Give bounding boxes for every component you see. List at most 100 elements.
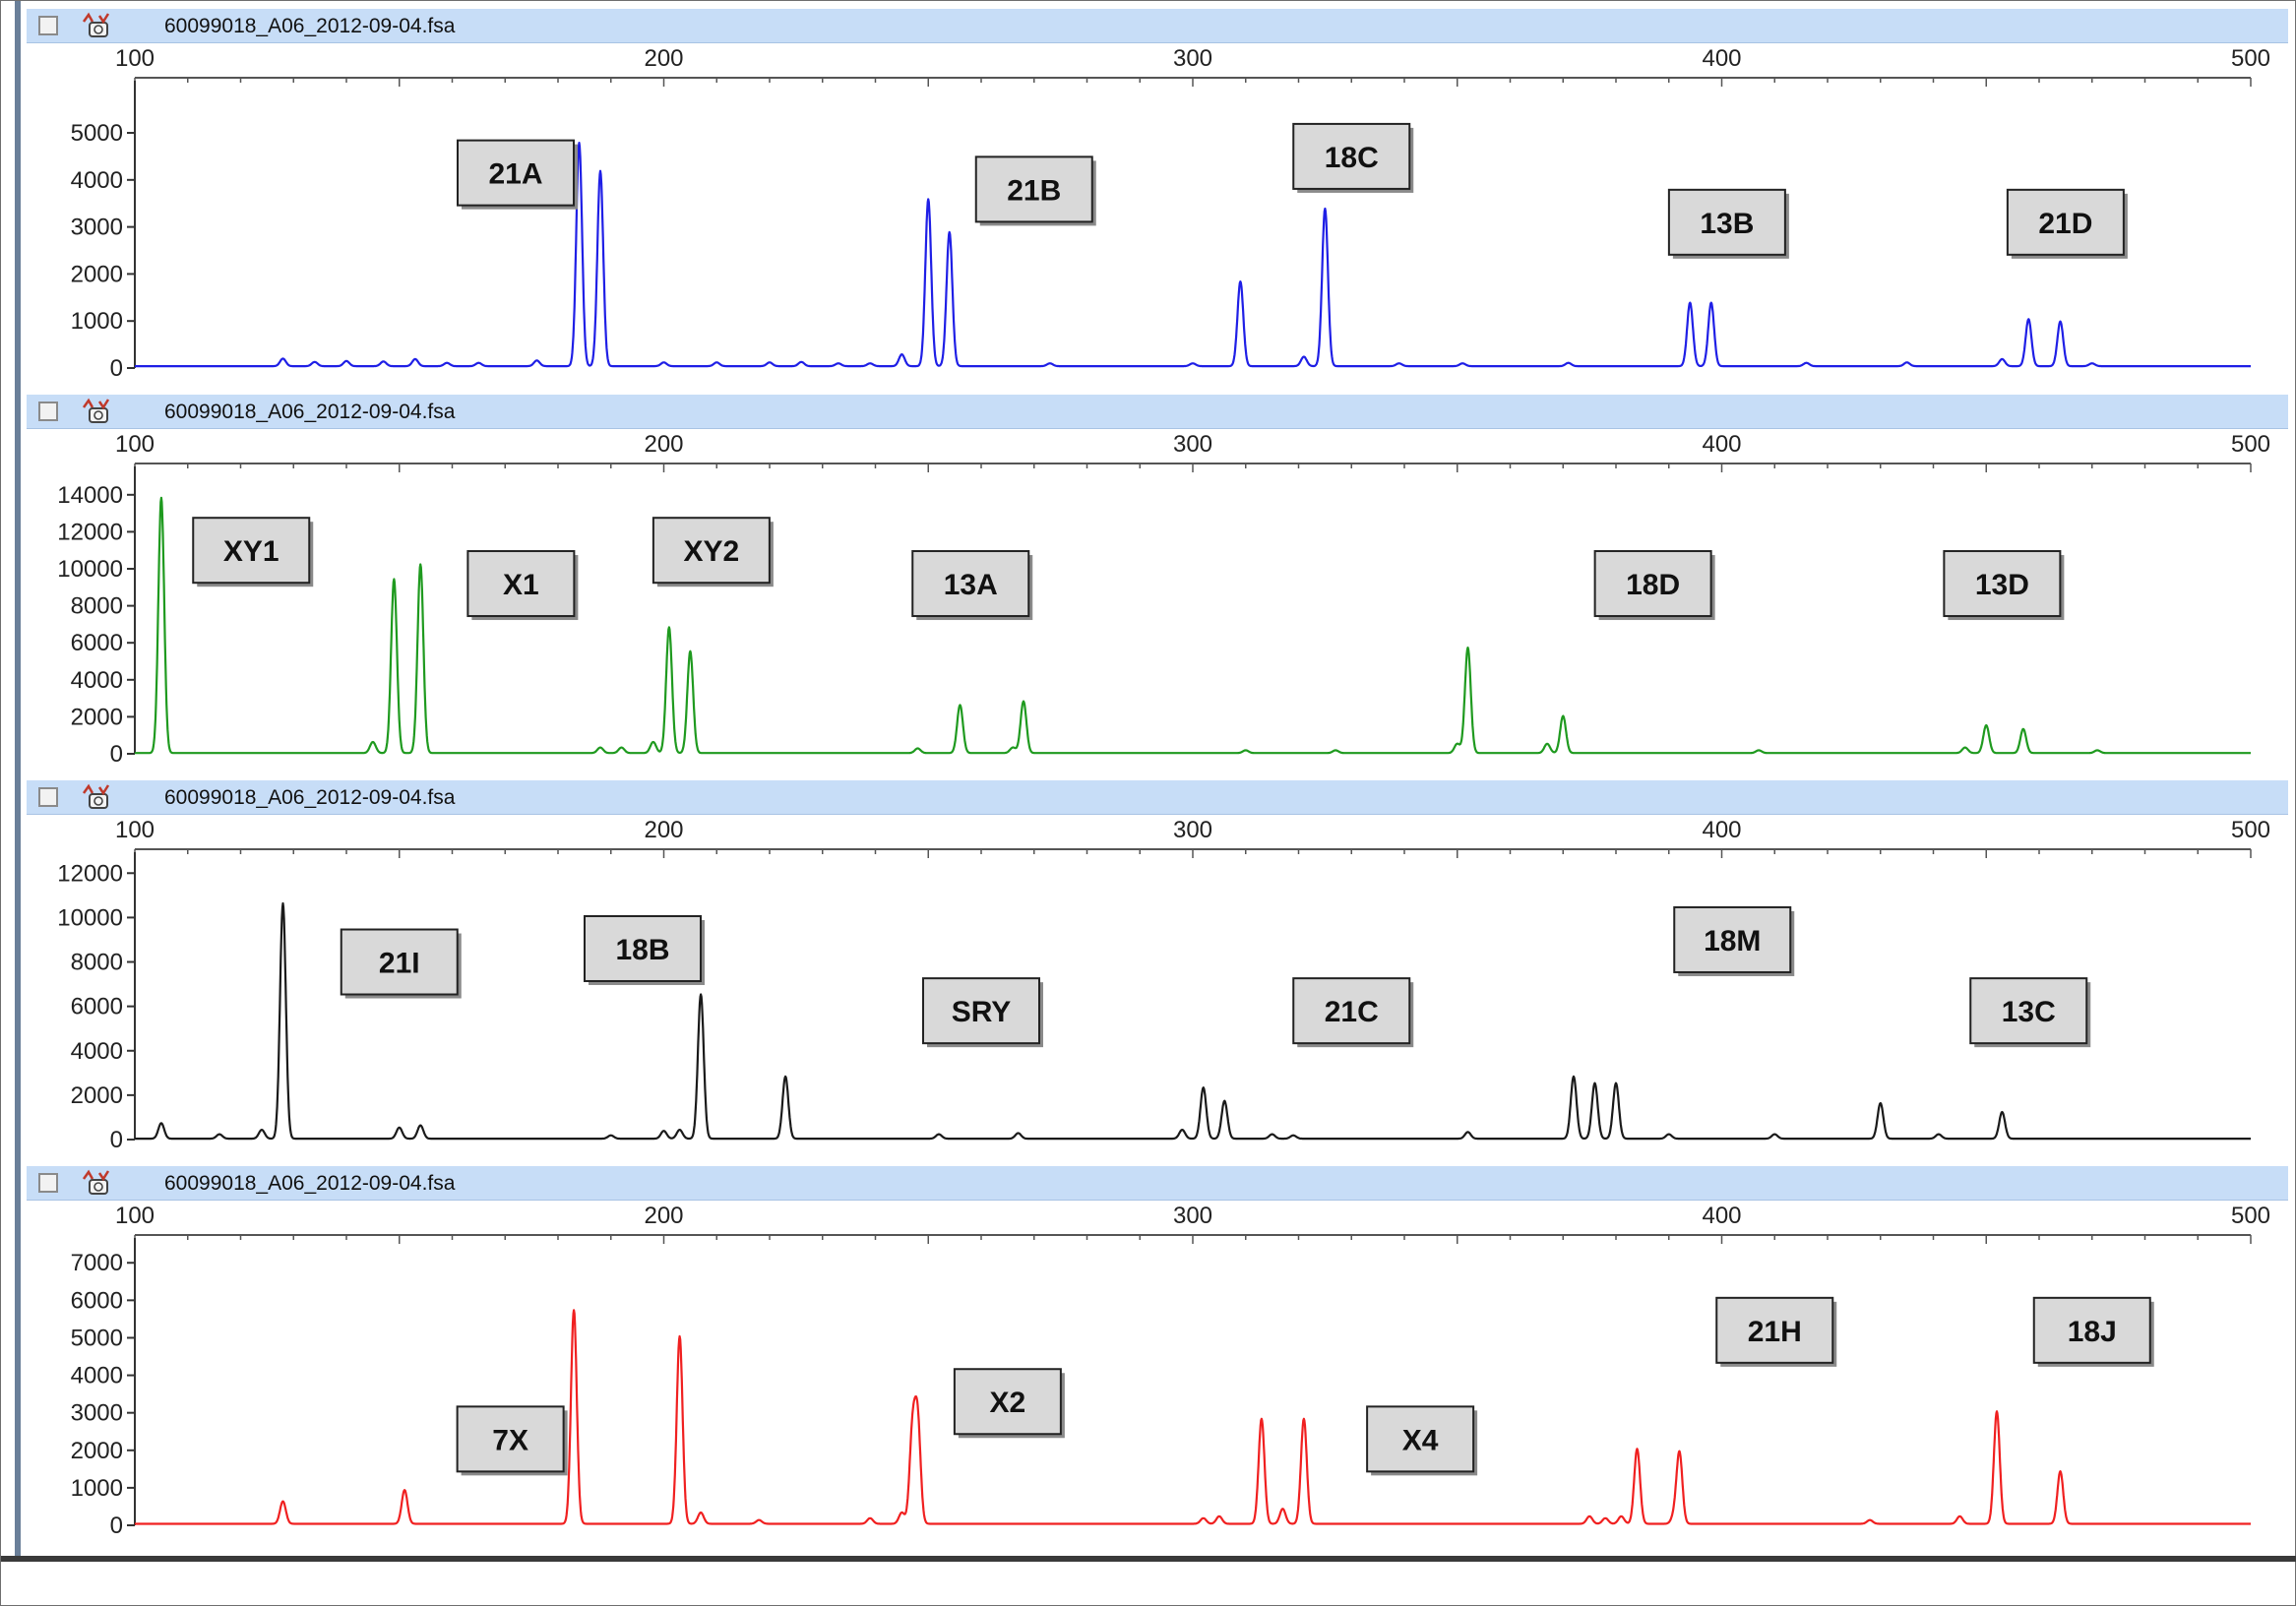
track-checkbox[interactable] (38, 16, 58, 35)
y-tick-label: 4000 (71, 667, 123, 694)
peak-label[interactable]: 18C (1292, 122, 1414, 193)
peak-label-box (922, 977, 1040, 1045)
peak-label[interactable]: X4 (1366, 1405, 1478, 1476)
peak-label[interactable]: 13D (1943, 550, 2065, 621)
peak-label[interactable]: 13A (911, 550, 1033, 621)
peak-label-box (1366, 1405, 1475, 1473)
peak-label[interactable]: 21A (457, 139, 578, 210)
peak-label-box (1292, 977, 1411, 1045)
y-tick-label: 0 (110, 741, 123, 768)
y-tick-label: 2000 (71, 1438, 123, 1464)
trace-settings-icon[interactable] (80, 398, 113, 425)
size-tick-label: 200 (644, 1203, 683, 1229)
size-tick-label: 500 (2231, 45, 2270, 72)
peak-label[interactable]: 18M (1673, 905, 1795, 976)
track-header: 60099018_A06_2012-09-04.fsa (27, 9, 2288, 43)
dye-track-red: 60099018_A06_2012-09-04.fsa 100 200 300 400… (27, 1166, 2288, 1552)
peak-label-text: 7X (492, 1424, 528, 1456)
peak-label-box (974, 155, 1093, 223)
peak-label-box (2032, 1296, 2151, 1364)
peak-label-text: 18J (2068, 1316, 2117, 1348)
y-tick-label: 0 (110, 1127, 123, 1153)
trace-plot-blue: 100 200 300 400 50001000200030004000500021A2… (71, 45, 2270, 382)
file-name: 60099018_A06_2012-09-04.fsa (164, 401, 456, 423)
peak-label-text: 18C (1325, 142, 1379, 174)
peak-label[interactable]: XY2 (652, 517, 774, 587)
size-tick-label: 200 (644, 431, 683, 458)
trace-settings-icon[interactable] (80, 12, 113, 39)
y-tick-label: 8000 (71, 593, 123, 620)
peak-label[interactable]: SRY (922, 977, 1043, 1048)
y-tick-label: 5000 (71, 120, 123, 147)
y-tick-label: 6000 (71, 1287, 123, 1314)
size-tick-label: 300 (1173, 817, 1212, 843)
size-tick-label: 300 (1173, 45, 1212, 72)
window-bottom-border (1, 1556, 2296, 1562)
peak-label-box (2006, 188, 2125, 256)
size-tick-label: 400 (1702, 817, 1741, 843)
peak-label[interactable]: 7X (456, 1405, 568, 1476)
peak-label[interactable]: 13C (1969, 977, 2091, 1048)
peak-label-box (1292, 122, 1411, 190)
file-name: 60099018_A06_2012-09-04.fsa (164, 15, 456, 37)
peak-label-box (953, 1368, 1062, 1436)
track-checkbox[interactable] (38, 402, 58, 421)
peak-label-box (1715, 1296, 1834, 1364)
size-tick-label: 300 (1173, 1203, 1212, 1229)
size-tick-label: 500 (2231, 817, 2270, 843)
trace-settings-icon[interactable] (80, 783, 113, 811)
size-tick-label: 400 (1702, 1203, 1741, 1229)
peak-label-box (457, 139, 575, 207)
peak-label[interactable]: 21C (1292, 977, 1414, 1048)
y-tick-label: 2000 (71, 261, 123, 287)
peak-label-text: XY1 (223, 535, 279, 568)
trace-settings-icon[interactable] (80, 1169, 113, 1197)
peak-label[interactable]: 18J (2032, 1296, 2154, 1367)
peak-label-text: X4 (1402, 1424, 1439, 1456)
peak-label-text: 13B (1700, 208, 1754, 240)
y-tick-label: 12000 (57, 519, 123, 545)
peak-label[interactable]: 18B (584, 914, 705, 985)
peak-label[interactable]: XY1 (192, 517, 314, 587)
peak-label[interactable]: 21D (2006, 188, 2128, 259)
size-tick-label: 300 (1173, 431, 1212, 458)
trace-plot-red: 100 200 300 400 5000100020003000400050006000… (71, 1203, 2270, 1539)
y-tick-label: 0 (110, 355, 123, 382)
track-checkbox[interactable] (38, 1173, 58, 1193)
peak-label-text: 13A (944, 569, 998, 601)
peak-label-text: 18D (1626, 569, 1680, 601)
track-header: 60099018_A06_2012-09-04.fsa (27, 1166, 2288, 1201)
peak-label-box (340, 928, 459, 996)
trace-line (134, 1309, 2252, 1525)
y-tick-label: 4000 (71, 1363, 123, 1390)
size-tick-label: 200 (644, 45, 683, 72)
y-tick-label: 14000 (57, 482, 123, 509)
size-tick-label: 400 (1702, 431, 1741, 458)
track-checkbox[interactable] (38, 787, 58, 807)
peak-label[interactable]: 18D (1593, 550, 1715, 621)
y-tick-label: 5000 (71, 1325, 123, 1351)
y-tick-label: 3000 (71, 1400, 123, 1427)
peak-label[interactable]: 13B (1667, 188, 1789, 259)
peak-label-text: XY2 (684, 535, 740, 568)
y-tick-label: 6000 (71, 994, 123, 1020)
peak-label[interactable]: 21H (1715, 1296, 1837, 1367)
peak-label-text: 21C (1325, 996, 1379, 1028)
peak-label[interactable]: 21B (974, 155, 1096, 226)
peak-label[interactable]: X2 (953, 1368, 1065, 1439)
peak-label-box (1943, 550, 2062, 618)
trace-line (134, 901, 2252, 1141)
peak-label[interactable]: X1 (466, 550, 579, 621)
track-header: 60099018_A06_2012-09-04.fsa (27, 780, 2288, 815)
y-tick-label: 8000 (71, 950, 123, 976)
dye-track-blue: 60099018_A06_2012-09-04.fsa 100 200 300 400… (27, 9, 2288, 395)
peak-label[interactable]: 21I (340, 928, 462, 999)
peak-label-box (192, 517, 311, 585)
size-tick-label: 500 (2231, 431, 2270, 458)
trace-plot-black: 100 200 300 400 500 0 2000 4000 6000 8000 10000 120… (57, 817, 2270, 1153)
peak-label-text: X1 (503, 569, 539, 601)
size-tick-label: 500 (2231, 1203, 2270, 1229)
y-tick-label: 4000 (71, 1038, 123, 1065)
y-tick-label: 4000 (71, 167, 123, 194)
